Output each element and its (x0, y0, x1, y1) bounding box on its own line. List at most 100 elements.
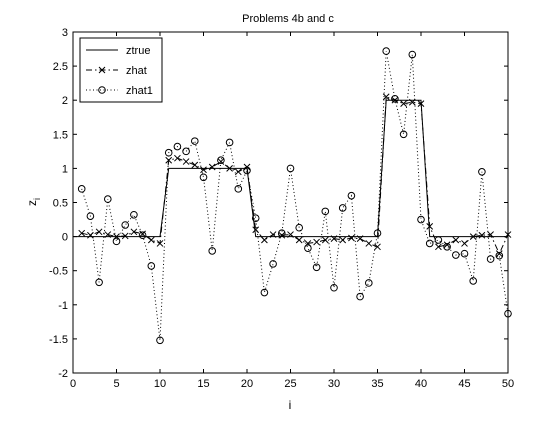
y-tick-label: -0.5 (49, 266, 68, 278)
legend-label-zhat: zhat (126, 65, 147, 77)
legend-label-ztrue: ztrue (126, 45, 150, 57)
data-point-zhat (443, 241, 451, 249)
data-point-zhat1 (469, 277, 478, 285)
axis-ticks: 0 5 10 15 20 25 30 35 40 45 50 -2 -1.5 -1 -0.5 0 0.5 1 1.5… (49, 27, 514, 390)
data-point-zhat1 (147, 262, 156, 270)
y-axis-label-main: z (25, 200, 39, 206)
data-point-zhat1 (208, 247, 216, 255)
data-point-zhat (208, 163, 216, 171)
x-tick-label: 0 (70, 378, 76, 390)
data-point-zhat (374, 243, 381, 251)
y-tick-label: 2.5 (53, 61, 68, 73)
data-point-zhat1 (77, 185, 86, 193)
data-point-zhat (365, 240, 373, 247)
data-point-zhat (78, 229, 86, 237)
data-point-zhat (191, 161, 199, 169)
data-point-zhat (348, 234, 355, 242)
y-tick-label: -1.5 (49, 334, 68, 346)
data-point-zhat (313, 238, 320, 246)
data-point-zhat1 (130, 210, 138, 219)
data-point-zhat1 (260, 288, 269, 297)
series-line-zhat1 (81, 51, 509, 341)
x-tick-label: 50 (502, 378, 514, 390)
data-point-zhat (452, 236, 460, 244)
data-point-zhat (435, 243, 442, 251)
data-point-zhat (234, 168, 242, 176)
legend-label-zhat1: zhat1 (126, 85, 153, 97)
svg-text:zi: zi (25, 198, 42, 206)
data-point-zhat1 (417, 215, 425, 224)
data-point-zhat1 (234, 185, 243, 193)
data-point-zhat (295, 236, 303, 244)
data-point-zhat1 (286, 164, 295, 173)
x-tick-label: 10 (154, 378, 166, 390)
data-point-zhat1 (373, 229, 382, 237)
legend-entry-zhat1: zhat1 (86, 85, 153, 97)
data-point-zhat1 (278, 229, 286, 237)
legend-marker-zhat1 (98, 86, 106, 94)
data-point-zhat (356, 235, 364, 242)
data-point-zhat1 (121, 221, 129, 229)
data-point-zhat (461, 240, 468, 247)
data-point-zhat (121, 232, 129, 240)
legend: ztrue zhat zhat1 (79, 37, 163, 103)
data-point-zhat (139, 230, 146, 238)
data-point-zhat1 (269, 260, 277, 268)
data-point-zhat (200, 166, 207, 174)
data-point-zhat1 (452, 251, 460, 259)
data-point-zhat1 (425, 239, 434, 248)
series-line-zhat (81, 96, 509, 255)
data-point-zhat1 (347, 191, 356, 200)
x-tick-label: 20 (241, 378, 253, 390)
data-point-zhat1 (251, 214, 260, 222)
data-point-zhat1 (321, 207, 330, 216)
data-point-zhat (330, 235, 338, 242)
data-point-zhat1 (495, 251, 504, 260)
data-point-zhat1 (304, 244, 312, 252)
data-point-zhat1 (399, 130, 408, 139)
data-point-zhat (252, 226, 260, 234)
data-point-zhat1 (478, 168, 486, 176)
data-point-zhat1 (434, 236, 443, 244)
data-point-zhat (408, 98, 416, 106)
x-tick-label: 25 (284, 378, 296, 390)
data-point-zhat1 (225, 138, 234, 147)
y-axis-label-subscript: i (32, 198, 42, 200)
y-tick-label: 2 (62, 95, 68, 107)
data-point-zhat (130, 228, 138, 236)
x-tick-label: 30 (328, 378, 340, 390)
x-tick-label: 35 (371, 378, 383, 390)
data-point-zhat1 (382, 47, 391, 55)
data-point-zhat1 (295, 223, 304, 232)
series-zhat1 (77, 47, 512, 345)
data-point-zhat1 (243, 166, 251, 175)
legend-entry-ztrue: ztrue (86, 45, 150, 57)
legend-entry-zhat: zhat (86, 65, 147, 77)
data-point-zhat (417, 100, 425, 107)
data-point-zhat1 (156, 336, 164, 345)
data-point-zhat (382, 93, 390, 101)
data-point-zhat1 (191, 137, 199, 145)
data-point-zhat1 (408, 50, 417, 59)
data-point-zhat (156, 240, 164, 247)
y-tick-label: -2 (58, 368, 68, 380)
data-point-zhat (174, 154, 181, 162)
data-point-zhat (147, 236, 155, 244)
data-point-zhat1 (138, 231, 147, 240)
legend-box (79, 37, 163, 103)
data-point-zhat1 (112, 237, 121, 246)
data-point-zhat (269, 231, 277, 238)
data-point-zhat1 (182, 147, 190, 156)
legend-entries: ztrue zhat zhat1 (86, 45, 153, 97)
data-point-zhat1 (330, 283, 338, 292)
chart-title: Problems 4b and c (242, 13, 334, 25)
data-point-zhat1 (460, 249, 469, 258)
data-point-zhat (321, 236, 329, 244)
data-point-zhat (104, 231, 112, 238)
data-point-zhat1 (104, 195, 112, 203)
y-tick-label: 1.5 (53, 129, 68, 141)
data-point-zhat (400, 100, 407, 107)
data-point-zhat1 (199, 173, 208, 182)
